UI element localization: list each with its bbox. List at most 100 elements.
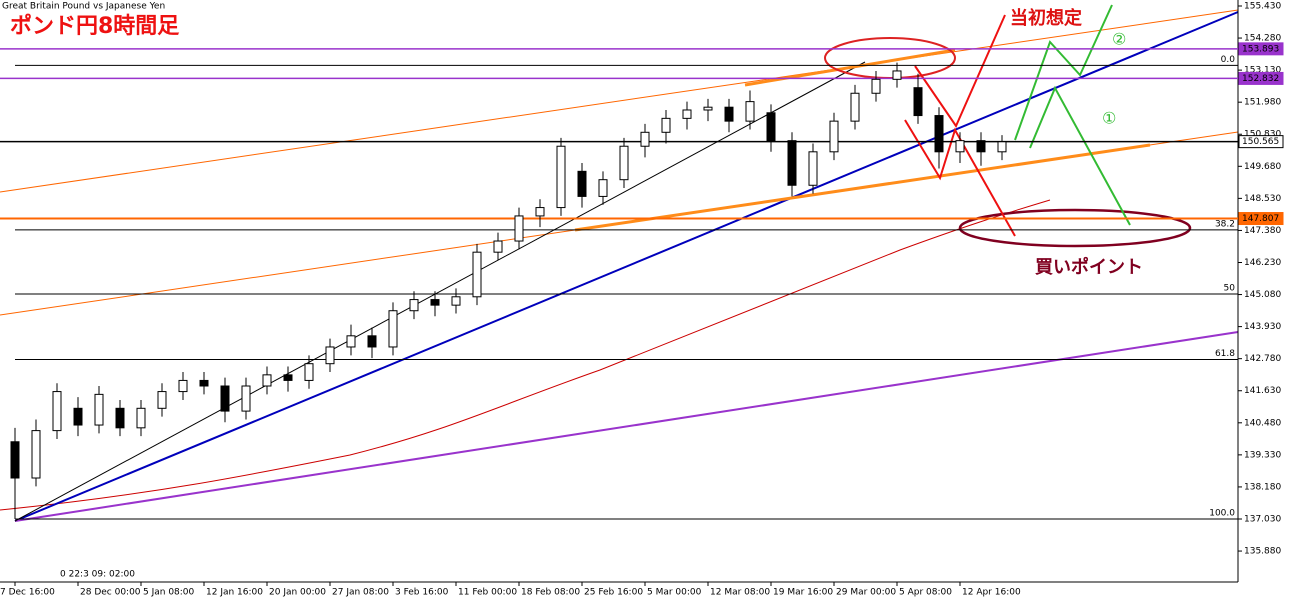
annotation: ① [1102, 109, 1116, 128]
candle-body [745, 101, 755, 122]
candle-body [451, 296, 461, 306]
candle-body [199, 379, 209, 387]
x-tick-label: 5 Mar 00:00 [647, 588, 702, 598]
level-label: 150.565 [1242, 137, 1279, 147]
y-tick-label: 140.480 [1244, 418, 1281, 428]
candle-body [241, 385, 251, 412]
candle-body [262, 374, 272, 387]
candle-body [871, 78, 881, 94]
candle-body [976, 140, 986, 153]
candle-body [556, 145, 566, 209]
candle-body [157, 391, 167, 409]
y-tick-label: 141.630 [1244, 386, 1281, 396]
fibo-label: 50 [1224, 283, 1236, 293]
y-tick-label: 155.430 [1244, 1, 1281, 11]
candle-body [220, 385, 230, 412]
level-box [1238, 212, 1284, 226]
y-tick-label: 137.030 [1244, 514, 1281, 524]
candle-body [346, 335, 356, 348]
candle-body [73, 407, 83, 426]
candle-body [535, 207, 545, 217]
y-tick-label: 142.780 [1244, 354, 1281, 364]
candle-body [283, 374, 293, 381]
candle-body [388, 310, 398, 348]
candle-body [703, 106, 713, 111]
y-tick-label: 153.130 [1244, 66, 1281, 76]
x-tick-label: 5 Apr 08:00 [899, 588, 952, 598]
x-tick-label: 5 Jan 08:00 [143, 588, 195, 598]
x-tick-label: 18 Feb 08:00 [521, 588, 580, 598]
candle-body [661, 117, 671, 133]
level-box [1238, 71, 1284, 85]
level-label: 147.807 [1242, 214, 1279, 224]
candle-body [10, 441, 20, 479]
x-tick-label: 11 Feb 00:00 [458, 588, 517, 598]
chart-title: Great Britain Pound vs Japanese Yen [2, 2, 165, 12]
x-tick-label: 29 Mar 00:00 [836, 588, 896, 598]
candle-body [178, 379, 188, 393]
candle-body [892, 70, 902, 80]
candle-body [682, 109, 692, 119]
drawings [0, 4, 1239, 522]
candle-body [514, 215, 524, 242]
candle-body [304, 363, 314, 381]
level-label: 153.893 [1242, 44, 1279, 54]
candle-body [808, 151, 818, 186]
moving-average [0, 199, 1051, 511]
forecast-green [1029, 85, 1131, 226]
support-line [574, 143, 1151, 232]
annotation: 当初想定 [1010, 7, 1082, 29]
candle-body [31, 430, 41, 479]
annotation: ② [1112, 30, 1126, 49]
x-tick-label: 7 Dec 16:00 [0, 588, 55, 598]
candle-body [955, 140, 965, 153]
y-tick-label: 146.230 [1244, 258, 1281, 268]
candle-body [472, 251, 482, 298]
y-tick-label: 150.830 [1244, 130, 1281, 140]
y-tick-label: 135.880 [1244, 547, 1281, 557]
y-tick-label: 139.330 [1244, 450, 1281, 460]
candle-body [766, 112, 776, 142]
candle-body [94, 393, 104, 426]
fibo-label: 100.0 [1209, 508, 1235, 518]
y-tick-label: 147.380 [1244, 226, 1281, 236]
x-tick-label: 28 Dec 00:00 [80, 588, 141, 598]
channel-line [0, 9, 1239, 193]
candle-body [829, 120, 839, 153]
x-tick-label: 3 Feb 16:00 [395, 588, 449, 598]
candle-body [52, 391, 62, 432]
fibo-label: 0.0 [1221, 55, 1236, 65]
level-box [1238, 42, 1284, 56]
heading: ポンド円8時間足 [10, 13, 179, 39]
candle-body [577, 170, 587, 197]
buy-ellipse [958, 208, 1192, 248]
y-tick-label: 149.680 [1244, 162, 1281, 172]
y-tick-label: 154.280 [1244, 34, 1281, 44]
candle-body [325, 346, 335, 365]
x-tick-label: 27 Jan 08:00 [332, 588, 389, 598]
fibo-label: 61.8 [1215, 349, 1235, 359]
fibo-label: 38.2 [1215, 219, 1235, 229]
candle-body [913, 87, 923, 117]
candle-body [430, 299, 440, 306]
fibo-baseline [14, 61, 866, 522]
x-tick-label: 20 Jan 00:00 [269, 588, 326, 598]
y-tick-label: 143.930 [1244, 322, 1281, 332]
candle-body [136, 407, 146, 429]
trendline [14, 331, 1239, 522]
candle-body [409, 299, 419, 312]
x-tick-label: 19 Mar 16:00 [773, 588, 833, 598]
forecast-red [904, 119, 1016, 237]
y-tick-label: 138.180 [1244, 482, 1281, 492]
candle-body [493, 240, 503, 253]
candle-body [367, 335, 377, 348]
x-tick-label: 12 Jan 16:00 [206, 588, 263, 598]
y-tick-label: 145.080 [1244, 290, 1281, 300]
x-tick-label: 25 Feb 16:00 [584, 588, 643, 598]
cursor-label: 0 22:3 09: 02:00 [60, 570, 135, 580]
candle-body [850, 92, 860, 122]
candle-body [724, 106, 734, 122]
